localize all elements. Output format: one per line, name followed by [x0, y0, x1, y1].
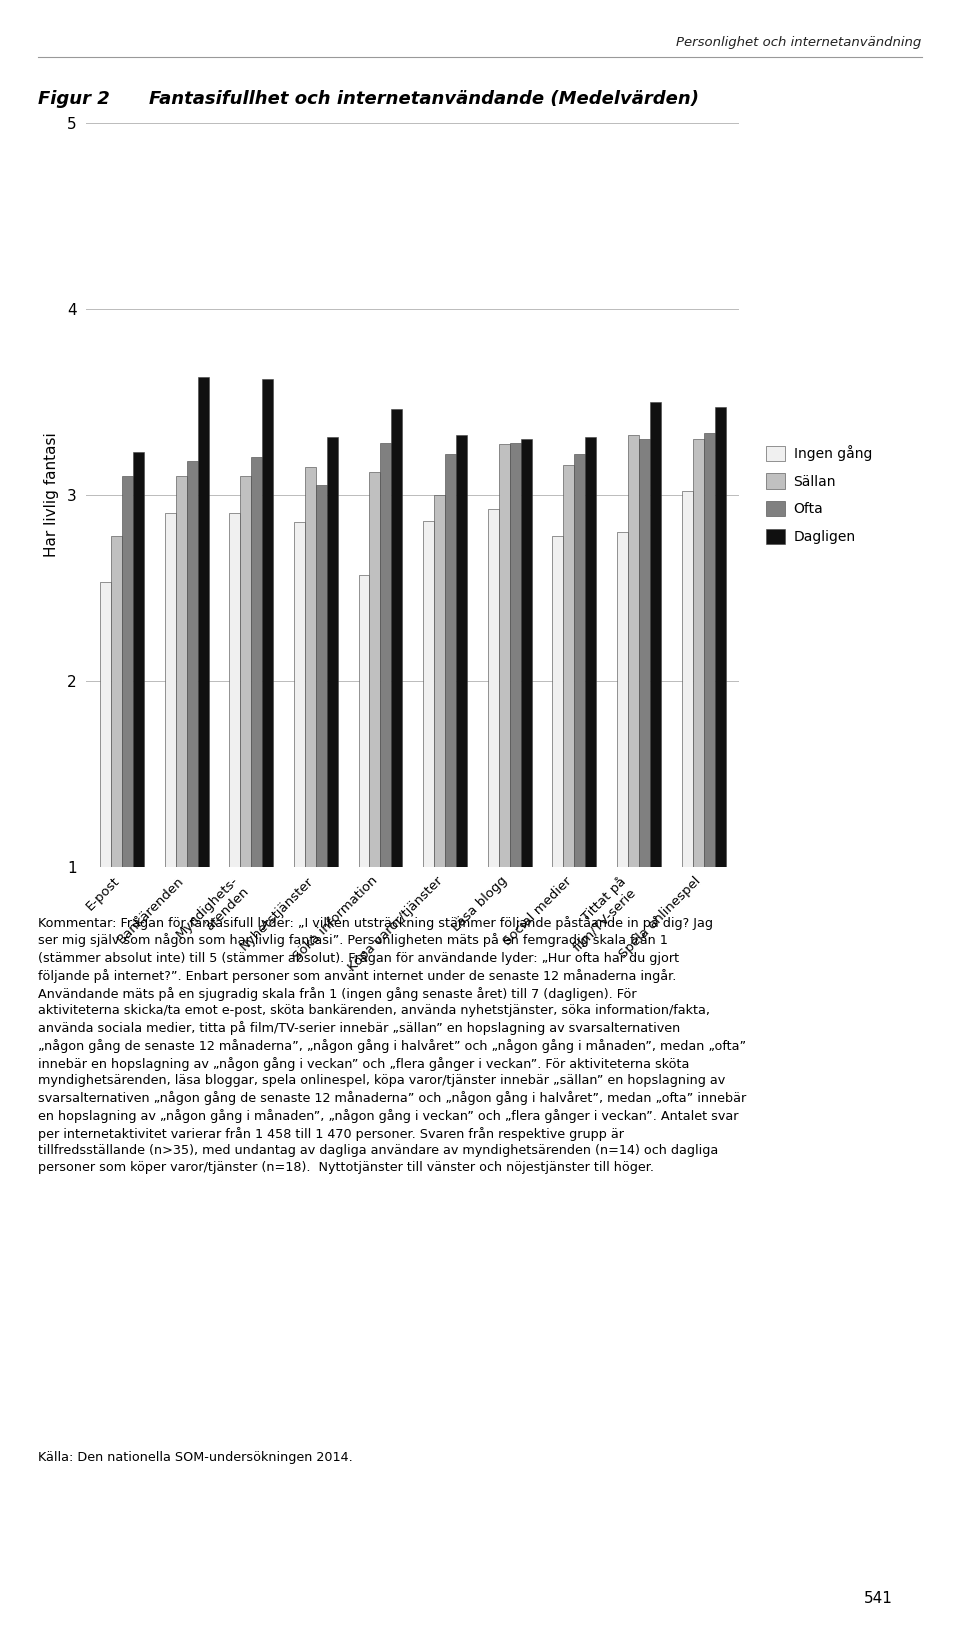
Bar [122, 476, 132, 1053]
Bar [693, 438, 704, 1053]
Bar [370, 473, 380, 1053]
Bar [445, 453, 456, 1053]
Bar [586, 437, 596, 1053]
Bar [358, 574, 370, 1053]
Bar [316, 486, 326, 1053]
Bar [434, 494, 445, 1053]
Bar [456, 435, 468, 1053]
Bar [305, 466, 316, 1053]
Bar [380, 443, 392, 1053]
Bar [262, 379, 274, 1053]
Bar [520, 438, 532, 1053]
Y-axis label: Har livlig fantasi: Har livlig fantasi [43, 432, 59, 558]
Bar [499, 445, 510, 1053]
Bar [714, 407, 726, 1053]
Text: Fantasifullhet och internetanvändande (Medelvärden): Fantasifullhet och internetanvändande (M… [149, 90, 699, 108]
Bar [564, 464, 574, 1053]
Bar [639, 438, 650, 1053]
Bar [488, 510, 499, 1053]
Bar [240, 476, 252, 1053]
Text: Personlighet och internetanvändning: Personlighet och internetanvändning [677, 36, 922, 49]
Bar [111, 536, 122, 1053]
Bar [617, 531, 628, 1053]
Bar [392, 409, 402, 1053]
Bar [186, 461, 198, 1053]
Bar [628, 435, 639, 1053]
Bar [552, 536, 564, 1053]
Bar [423, 520, 434, 1053]
Text: 541: 541 [864, 1591, 893, 1606]
Bar [132, 451, 144, 1053]
Bar [176, 476, 186, 1053]
Bar [650, 402, 661, 1053]
Bar [198, 378, 208, 1053]
Bar [510, 443, 520, 1053]
Bar [326, 437, 338, 1053]
Bar [252, 458, 262, 1053]
Bar [682, 490, 693, 1053]
Bar [294, 523, 305, 1053]
Legend: Ingen gång, Sällan, Ofta, Dagligen: Ingen gång, Sällan, Ofta, Dagligen [766, 445, 872, 544]
Text: Källa: Den nationella SOM-undersökningen 2014.: Källa: Den nationella SOM-undersökningen… [38, 1450, 353, 1463]
Bar [229, 513, 240, 1053]
Bar [704, 433, 714, 1053]
Text: Kommentar: Frågan för fantasifull lyder: „I vilken utsträckning stämmer följande: Kommentar: Frågan för fantasifull lyder:… [38, 916, 747, 1174]
Bar [164, 513, 176, 1053]
Bar [574, 453, 586, 1053]
Bar [100, 582, 111, 1053]
Text: Figur 2: Figur 2 [38, 90, 110, 108]
